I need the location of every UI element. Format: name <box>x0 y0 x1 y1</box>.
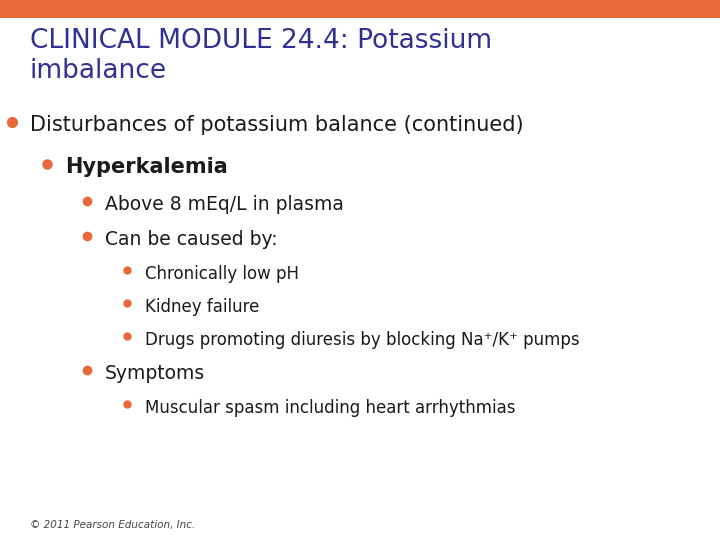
Text: Hyperkalemia: Hyperkalemia <box>65 157 228 177</box>
Text: Symptoms: Symptoms <box>105 364 205 383</box>
Text: Drugs promoting diuresis by blocking Na⁺/K⁺ pumps: Drugs promoting diuresis by blocking Na⁺… <box>145 331 580 349</box>
Text: Kidney failure: Kidney failure <box>145 298 259 316</box>
Text: Above 8 mEq/L in plasma: Above 8 mEq/L in plasma <box>105 195 344 214</box>
Text: CLINICAL MODULE 24.4: Potassium: CLINICAL MODULE 24.4: Potassium <box>30 28 492 54</box>
Text: imbalance: imbalance <box>30 58 167 84</box>
Text: Chronically low pH: Chronically low pH <box>145 265 299 283</box>
Text: Muscular spasm including heart arrhythmias: Muscular spasm including heart arrhythmi… <box>145 399 516 417</box>
Bar <box>0 0 720 18</box>
Text: © 2011 Pearson Education, Inc.: © 2011 Pearson Education, Inc. <box>30 520 195 530</box>
Text: Can be caused by:: Can be caused by: <box>105 230 278 249</box>
Text: Disturbances of potassium balance (continued): Disturbances of potassium balance (conti… <box>30 115 523 135</box>
